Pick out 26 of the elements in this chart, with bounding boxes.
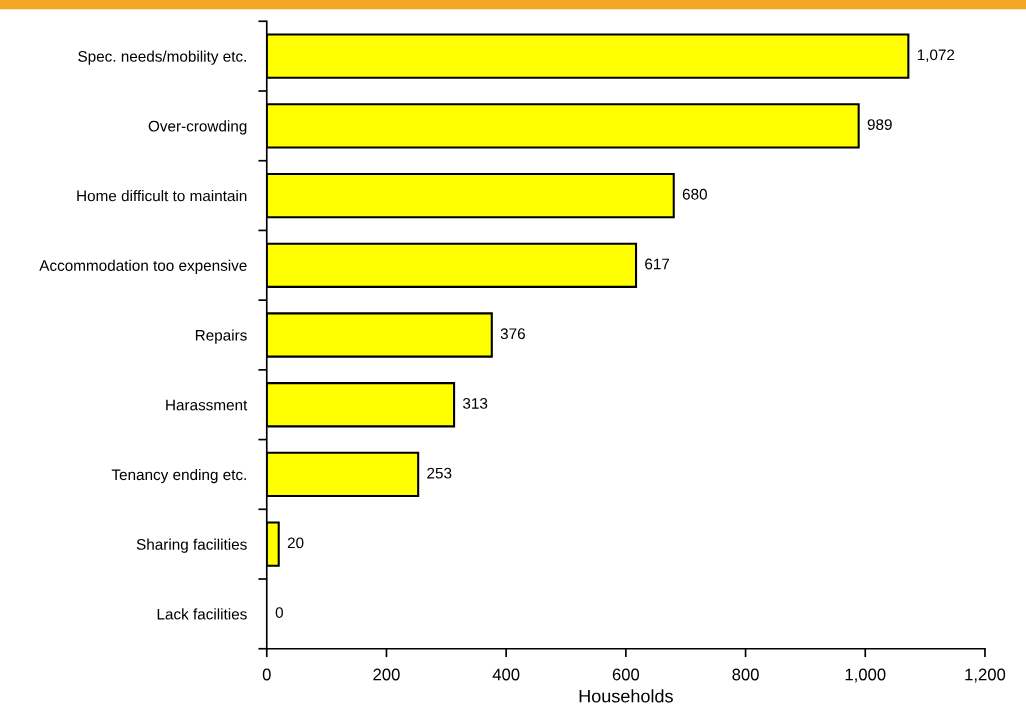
data-label: 253 — [427, 467, 452, 479]
y-tick-label: Sharing facilities — [136, 538, 247, 553]
y-tick-label: Accommodation too expensive — [39, 259, 247, 274]
y-tick-label: Over-crowding — [148, 120, 247, 135]
data-label: 617 — [645, 258, 670, 270]
x-tick-label: 1,200 — [965, 668, 1006, 683]
y-tick-label: Home difficult to maintain — [77, 190, 247, 202]
x-tick-label: 200 — [373, 668, 400, 681]
data-label: 313 — [463, 398, 488, 409]
x-tick-label: 600 — [612, 668, 640, 681]
y-tick-label: Spec. needs/mobility etc. — [78, 50, 246, 65]
y-tick-label: Repairs — [195, 329, 247, 344]
data-label: 0 — [275, 607, 283, 618]
x-tick-label: 0 — [262, 668, 271, 681]
data-label: 680 — [682, 188, 707, 200]
data-label: 1,072 — [917, 49, 955, 63]
x-tick-label: 400 — [492, 668, 520, 681]
data-label: 989 — [867, 119, 892, 130]
data-label: 20 — [287, 537, 304, 549]
y-tick-label: Tenancy ending etc. — [111, 468, 246, 484]
y-tick-label: Lack facilities — [157, 608, 247, 620]
x-tick-label: 1,000 — [845, 668, 886, 683]
data-label: 376 — [500, 328, 525, 340]
y-tick-label: Harassment — [166, 399, 248, 411]
x-axis-title: Households — [579, 689, 673, 703]
x-tick-label: 800 — [732, 668, 759, 681]
